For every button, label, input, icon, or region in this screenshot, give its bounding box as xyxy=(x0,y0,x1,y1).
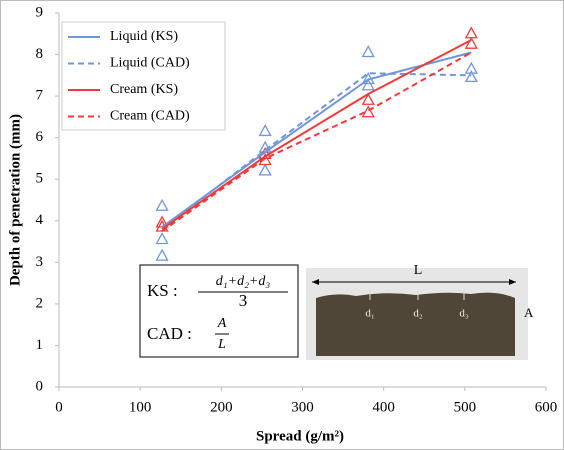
triangle-marker xyxy=(361,45,375,58)
formula-cad: CAD : xyxy=(147,324,192,343)
photo-label: d₃ xyxy=(459,308,469,320)
x-tick-label: 400 xyxy=(372,399,395,415)
series-line xyxy=(161,39,472,230)
legend-label: Liquid (KS) xyxy=(110,29,178,44)
triangle-marker xyxy=(155,232,169,245)
x-tick-label: 600 xyxy=(535,399,558,415)
x-axis-label: Spread (g/m²) xyxy=(256,428,344,444)
triangle-marker xyxy=(155,248,169,261)
depth-arrows xyxy=(369,290,465,300)
formula-ks-numerator: d₁+d₂+d₃ xyxy=(216,274,271,289)
x-tick-label: 200 xyxy=(210,399,233,415)
y-tick-label: 6 xyxy=(36,129,44,145)
triangle-marker xyxy=(361,105,375,118)
y-tick-label: 7 xyxy=(36,88,44,104)
triangle-marker xyxy=(361,92,375,105)
series-line xyxy=(161,72,472,230)
legend-label: Liquid (CAD) xyxy=(110,56,190,71)
y-tick-label: 8 xyxy=(36,46,44,62)
series-line xyxy=(161,51,472,232)
specimen-photo xyxy=(316,292,515,356)
formula-box xyxy=(139,264,299,358)
y-tick-label: 4 xyxy=(36,212,44,228)
photo-label: A xyxy=(524,305,534,320)
x-tick-label: 100 xyxy=(129,399,152,415)
legend-label: Cream (CAD) xyxy=(110,109,190,124)
triangle-marker xyxy=(155,198,169,211)
photo-label: d₁ xyxy=(365,308,375,320)
formula-ks-denominator: 3 xyxy=(239,291,248,310)
photo-label: L xyxy=(414,263,423,278)
x-tick-label: 0 xyxy=(55,399,63,415)
triangle-marker xyxy=(361,78,375,91)
x-tick-label: 300 xyxy=(291,399,314,415)
x-tick-label: 500 xyxy=(454,399,477,415)
legend-box xyxy=(61,21,226,131)
formula-ks: KS : xyxy=(147,281,178,300)
y-tick-label: 3 xyxy=(36,254,44,270)
triangle-marker xyxy=(464,70,478,83)
y-tick-label: 9 xyxy=(36,4,44,20)
inset: KS : d₁+d₂+d₃ 3 CAD : A L L d₁ d₂ d₃ A xyxy=(139,263,534,360)
triangle-marker xyxy=(464,61,478,74)
triangle-marker xyxy=(258,163,272,176)
formula-cad-numerator: A xyxy=(217,316,227,331)
y-axis-label: Depth of penetration (mm) xyxy=(7,114,23,286)
y-tick-label: 2 xyxy=(36,295,44,311)
triangle-marker xyxy=(464,36,478,49)
y-tick-label: 1 xyxy=(36,337,44,353)
formula-cad-denominator: L xyxy=(217,337,226,352)
photo-label: d₂ xyxy=(413,308,423,320)
triangle-marker xyxy=(258,124,272,137)
y-tick-label: 0 xyxy=(36,378,44,394)
y-tick-label: 5 xyxy=(36,171,44,187)
legend-label: Cream (KS) xyxy=(110,82,178,97)
